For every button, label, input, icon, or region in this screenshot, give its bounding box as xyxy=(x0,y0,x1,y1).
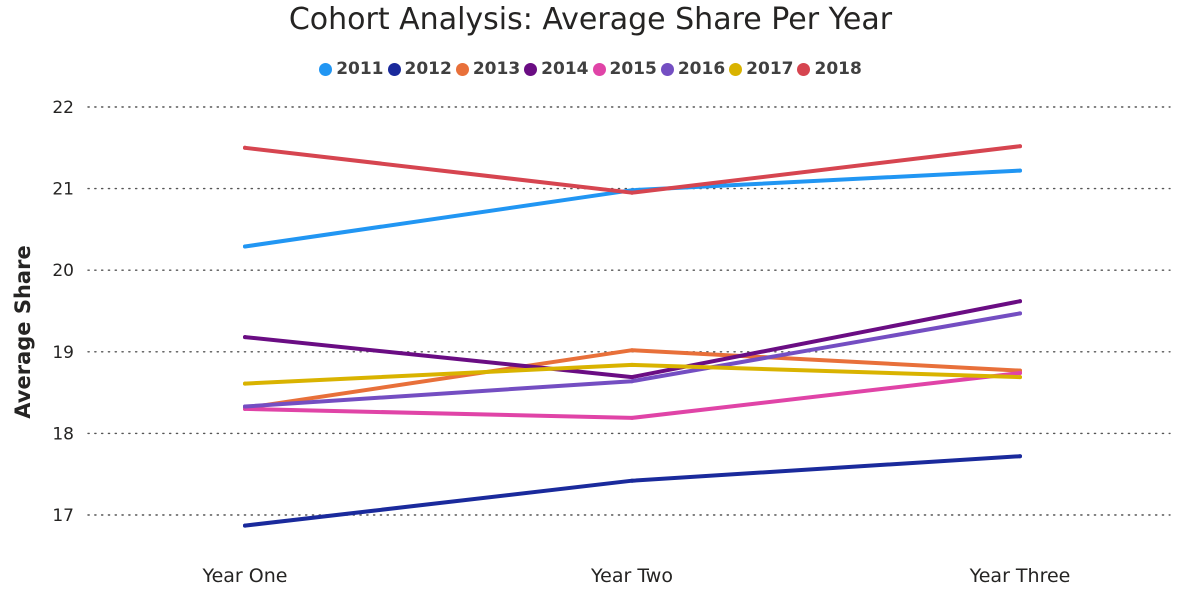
legend-marker-icon xyxy=(387,62,401,76)
legend-label: 2015 xyxy=(609,59,657,79)
data-point-2017-2 xyxy=(1018,375,1022,380)
data-point-2017-0 xyxy=(243,381,247,386)
data-point-2011-2 xyxy=(1018,168,1022,173)
legend-item-2013[interactable]: 2013 xyxy=(455,59,521,79)
y-tick-label: 20 xyxy=(52,261,74,281)
data-point-2012-2 xyxy=(1018,454,1022,459)
data-point-2015-2 xyxy=(1018,371,1022,375)
x-tick-label: Year Two xyxy=(590,565,673,587)
data-point-2013-1 xyxy=(630,348,634,353)
data-point-2016-2 xyxy=(1018,311,1022,316)
data-point-2016-0 xyxy=(243,404,247,409)
data-point-2014-0 xyxy=(243,335,247,340)
series-line-2011[interactable] xyxy=(243,168,1022,249)
data-point-2018-0 xyxy=(243,145,247,150)
data-point-2014-2 xyxy=(1018,299,1022,304)
legend-item-2015[interactable]: 2015 xyxy=(592,59,657,79)
x-tick-label: Year Three xyxy=(969,565,1071,587)
data-point-2012-0 xyxy=(243,523,247,528)
data-point-2018-2 xyxy=(1018,144,1022,149)
legend-marker-icon xyxy=(660,62,674,76)
legend-label: 2017 xyxy=(746,59,794,79)
data-point-2014-1 xyxy=(630,375,634,380)
legend-marker-icon xyxy=(729,62,743,76)
y-tick-label: 17 xyxy=(52,506,74,526)
data-point-2018-1 xyxy=(630,190,634,195)
legend-item-2014[interactable]: 2014 xyxy=(524,59,589,79)
y-tick-label: 19 xyxy=(52,343,74,363)
legend-label: 2018 xyxy=(814,59,862,79)
legend-label: 2016 xyxy=(677,59,726,79)
data-point-2012-1 xyxy=(630,478,634,483)
legend-label: 2011 xyxy=(336,59,384,79)
data-point-2017-1 xyxy=(630,362,634,367)
y-axis-title: Average Share xyxy=(11,245,35,418)
legend-label: 2013 xyxy=(472,59,521,79)
legend-marker-icon xyxy=(592,62,606,76)
y-tick-label: 18 xyxy=(52,424,74,444)
legend-label: 2012 xyxy=(404,59,452,79)
data-point-2016-1 xyxy=(630,379,634,384)
data-point-2015-1 xyxy=(630,415,634,420)
legend-item-2018[interactable]: 2018 xyxy=(797,59,862,79)
chart-title: Cohort Analysis: Average Share Per Year xyxy=(288,2,893,37)
legend-marker-icon xyxy=(319,62,333,76)
y-tick-label: 21 xyxy=(52,180,74,200)
y-tick-label: 22 xyxy=(52,98,74,118)
legend-label: 2014 xyxy=(541,59,589,79)
chart-legend: 2011 2012 2013 2014 2015 2016 2017 2018 xyxy=(0,59,1181,79)
legend-item-2012[interactable]: 2012 xyxy=(387,59,452,79)
legend-marker-icon xyxy=(797,62,811,76)
series-line-2018[interactable] xyxy=(243,144,1022,195)
data-point-2011-0 xyxy=(243,244,247,249)
legend-item-2016[interactable]: 2016 xyxy=(660,59,726,79)
x-tick-label: Year One xyxy=(202,565,288,587)
legend-item-2011[interactable]: 2011 xyxy=(319,59,384,79)
legend-marker-icon xyxy=(455,62,469,76)
legend-item-2017[interactable]: 2017 xyxy=(729,59,793,79)
legend-marker-icon xyxy=(524,62,538,76)
